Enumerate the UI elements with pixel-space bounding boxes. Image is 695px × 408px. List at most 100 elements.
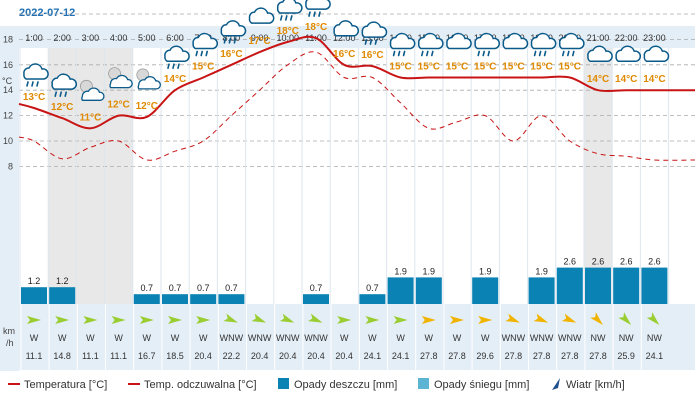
temperature-label: 14°C bbox=[587, 74, 609, 85]
wind-direction-label: W bbox=[114, 333, 123, 343]
rain-value-label: 2.6 bbox=[564, 257, 577, 267]
wind-arrow-icon bbox=[533, 313, 549, 323]
rain-bar bbox=[190, 294, 217, 304]
rain-drop bbox=[313, 11, 316, 17]
wind-arrow-icon bbox=[55, 316, 70, 324]
wind-direction-label: W bbox=[30, 333, 39, 343]
legend: Temperatura [°C] Temp. odczuwalna [°C] O… bbox=[8, 378, 625, 391]
rain-bar bbox=[387, 277, 414, 304]
y-tick-label: 18 bbox=[3, 34, 13, 44]
temperature-label: 14°C bbox=[164, 74, 186, 85]
wind-speed-label: 27.8 bbox=[420, 351, 438, 361]
y-tick-label: 16 bbox=[3, 60, 13, 70]
cloud-shape bbox=[587, 45, 613, 62]
rain-cloud-icon bbox=[51, 73, 78, 97]
wind-arrow-icon bbox=[139, 316, 154, 324]
wind-direction-label: W bbox=[481, 333, 490, 343]
hour-label: 22:00 bbox=[615, 33, 638, 43]
cloud-icon bbox=[587, 45, 613, 62]
cloud-shape bbox=[248, 7, 275, 24]
rain-bar bbox=[613, 267, 640, 304]
wind-direction-label: WNW bbox=[276, 333, 300, 343]
hour-label: 10:00 bbox=[277, 33, 300, 43]
rain-value-label: 2.6 bbox=[620, 257, 633, 267]
night-band bbox=[48, 48, 77, 304]
hour-label: 8:00 bbox=[223, 33, 241, 43]
wind-arrow-icon bbox=[196, 316, 211, 324]
wind-direction-label: W bbox=[58, 333, 67, 343]
rain-drop bbox=[420, 50, 424, 57]
legend-snow-swatch bbox=[418, 378, 429, 389]
cloud-shape bbox=[305, 0, 331, 10]
rain-drop bbox=[425, 50, 429, 57]
wind-direction-label: WNW bbox=[248, 333, 272, 343]
left-axis-band bbox=[0, 26, 19, 371]
legend-rain-label: Opady deszczu [mm] bbox=[294, 379, 397, 391]
wind-speed-label: 25.9 bbox=[617, 351, 635, 361]
wind-arrow-icon bbox=[450, 316, 464, 324]
rain-value-label: 0.7 bbox=[310, 283, 323, 293]
wind-direction-label: WNW bbox=[502, 333, 526, 343]
temperature-label: 15°C bbox=[192, 62, 214, 73]
wind-speed-label: 29.6 bbox=[476, 351, 494, 361]
wind-speed-label: 16.7 bbox=[138, 351, 156, 361]
wind-arrow-icon bbox=[337, 316, 352, 324]
rain-cloud-icon bbox=[389, 32, 416, 57]
rain-value-label: 1.2 bbox=[28, 276, 41, 286]
rain-drop bbox=[487, 50, 491, 57]
y-axis-ticks: 8 10 12 14 16 18 bbox=[3, 34, 13, 171]
wind-arrow-icon bbox=[279, 313, 295, 323]
hour-label: 21:00 bbox=[587, 33, 610, 43]
wind-direction-label: WNW bbox=[220, 333, 244, 343]
rain-drop bbox=[59, 91, 63, 97]
rain-cloud-icon bbox=[305, 0, 331, 17]
cloud-shape bbox=[361, 21, 388, 38]
wind-speed-label: 20.4 bbox=[279, 351, 297, 361]
wind-arrow-icon bbox=[505, 313, 520, 323]
y-tick-label: 10 bbox=[3, 136, 13, 146]
cloud-shape bbox=[389, 32, 416, 50]
rain-drop bbox=[538, 50, 542, 57]
wind-speed-label: 27.8 bbox=[561, 351, 579, 361]
rain-cloud-icon bbox=[558, 32, 585, 57]
temperature-label: 16°C bbox=[361, 50, 383, 61]
hour-label: 5:00 bbox=[138, 33, 156, 43]
rain-drop bbox=[228, 37, 232, 44]
rain-bar bbox=[49, 287, 76, 304]
night-shading bbox=[48, 48, 613, 304]
cloud-shape bbox=[643, 45, 670, 62]
temperature-label: 15°C bbox=[559, 62, 581, 73]
cloud-shape bbox=[220, 20, 247, 37]
rain-drop bbox=[223, 37, 227, 44]
cloud-shape bbox=[558, 32, 585, 50]
temperature-label: 16°C bbox=[220, 49, 242, 60]
cloud-icon bbox=[333, 20, 360, 37]
wind-arrow-icon bbox=[646, 312, 660, 325]
rain-drop bbox=[289, 15, 293, 21]
wind-direction-label: W bbox=[171, 333, 180, 343]
rain-drop bbox=[177, 63, 180, 70]
date-title: 2022-07-12 bbox=[19, 7, 75, 19]
rain-value-label: 0.7 bbox=[225, 283, 238, 293]
rain-bar bbox=[303, 294, 329, 304]
rain-bar bbox=[641, 267, 668, 304]
wind-arrow-icon bbox=[223, 313, 238, 323]
hour-label: 9:00 bbox=[251, 33, 269, 43]
rain-cloud-icon bbox=[276, 0, 303, 21]
y-tick-label: 12 bbox=[3, 111, 13, 121]
wind-speed-label: 27.8 bbox=[448, 351, 466, 361]
rain-drop bbox=[167, 63, 170, 70]
wind-arrow-icon bbox=[561, 313, 577, 323]
rain-value-label: 1.9 bbox=[535, 266, 548, 276]
rain-bars: 1.2 1.2 0.7 0.7 0.7 0.7 0.7 0.7 1.9 1.9 1.9 1.9 2.6 2… bbox=[21, 257, 668, 304]
wind-speed-label: 20.4 bbox=[194, 351, 212, 361]
temperature-label: 15°C bbox=[418, 62, 440, 73]
wind-arrow-icon bbox=[421, 316, 436, 324]
rain-drop bbox=[566, 50, 570, 57]
cloud-shape bbox=[192, 32, 219, 50]
temperature-label: 15°C bbox=[530, 62, 552, 73]
rain-drop bbox=[392, 50, 396, 57]
rain-drop bbox=[402, 50, 406, 57]
cloud-shape bbox=[530, 32, 557, 50]
temperature-label: 12°C bbox=[107, 100, 129, 111]
